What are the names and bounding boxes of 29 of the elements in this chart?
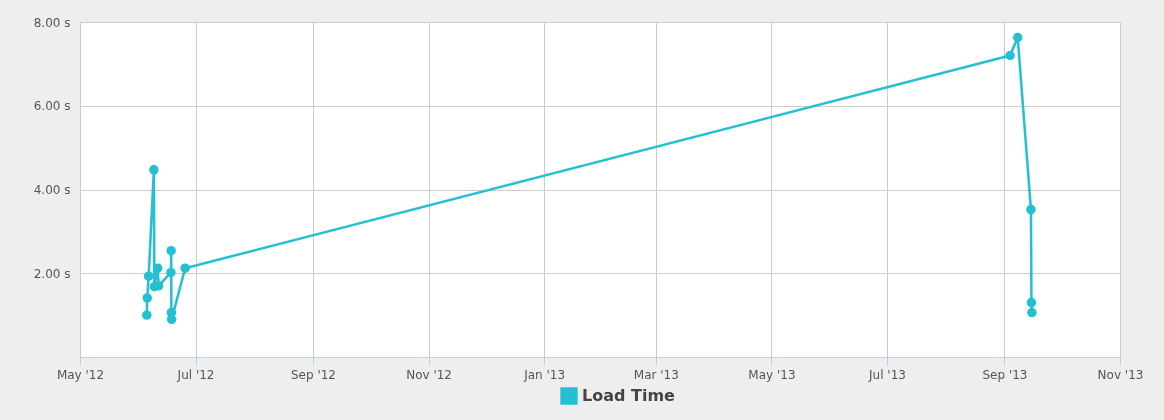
point xyxy=(142,293,152,303)
x-tick-label: Sep '12 xyxy=(291,367,337,382)
x-tick-label: Mar '13 xyxy=(633,367,679,382)
point xyxy=(1027,307,1037,318)
point xyxy=(166,267,176,278)
y-tick-label: 2.00 s xyxy=(33,266,71,281)
point xyxy=(1026,204,1036,215)
x-tick-label: Jul '13 xyxy=(868,367,906,382)
point xyxy=(1026,297,1037,308)
x-tick-label: May '12 xyxy=(56,367,105,382)
y-tick-label: 6.00 s xyxy=(33,99,71,114)
legend-label: Load Time xyxy=(582,386,676,405)
point xyxy=(180,263,190,273)
y-tick-label: 8.00 s xyxy=(33,15,71,30)
x-tick-label: Sep '13 xyxy=(982,367,1028,382)
x-tick-label: Nov '12 xyxy=(406,367,452,382)
point xyxy=(1012,32,1023,43)
point xyxy=(166,245,176,256)
point xyxy=(152,263,163,273)
point xyxy=(149,165,159,175)
point xyxy=(143,271,154,281)
x-tick-label: Jul '12 xyxy=(176,367,215,382)
point xyxy=(142,310,152,320)
x-tick-label: May '13 xyxy=(748,367,796,382)
x-tick-label: Nov '13 xyxy=(1097,367,1144,382)
point xyxy=(1005,50,1015,61)
point xyxy=(166,314,177,325)
x-tick-label: Jan '13 xyxy=(523,367,566,382)
y-tick-label: 4.00 s xyxy=(33,183,71,197)
